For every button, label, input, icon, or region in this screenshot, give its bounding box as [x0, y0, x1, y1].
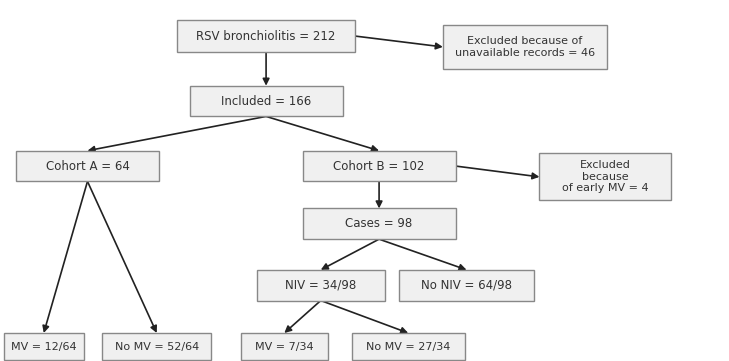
- Text: No MV = 27/34: No MV = 27/34: [366, 342, 451, 352]
- Text: Excluded because of
unavailable records = 46: Excluded because of unavailable records …: [455, 36, 595, 58]
- FancyBboxPatch shape: [399, 270, 534, 300]
- Text: No NIV = 64/98: No NIV = 64/98: [421, 279, 512, 292]
- FancyBboxPatch shape: [303, 208, 456, 239]
- Text: Cohort A = 64: Cohort A = 64: [45, 160, 130, 173]
- FancyBboxPatch shape: [351, 333, 465, 360]
- FancyBboxPatch shape: [4, 333, 84, 360]
- Text: Included = 166: Included = 166: [221, 95, 311, 108]
- Text: No MV = 52/64: No MV = 52/64: [114, 342, 199, 352]
- Text: MV = 12/64: MV = 12/64: [11, 342, 77, 352]
- FancyBboxPatch shape: [443, 25, 607, 69]
- Text: Cases = 98: Cases = 98: [346, 217, 413, 230]
- FancyBboxPatch shape: [241, 333, 328, 360]
- Text: Cohort B = 102: Cohort B = 102: [333, 160, 425, 173]
- Text: RSV bronchiolitis = 212: RSV bronchiolitis = 212: [196, 30, 336, 43]
- FancyBboxPatch shape: [16, 151, 159, 181]
- Text: NIV = 34/98: NIV = 34/98: [285, 279, 356, 292]
- FancyBboxPatch shape: [303, 151, 456, 181]
- Text: MV = 7/34: MV = 7/34: [255, 342, 313, 352]
- FancyBboxPatch shape: [257, 270, 385, 300]
- FancyBboxPatch shape: [176, 20, 355, 52]
- FancyBboxPatch shape: [102, 333, 211, 360]
- FancyBboxPatch shape: [190, 86, 343, 116]
- FancyBboxPatch shape: [539, 153, 671, 200]
- Text: Excluded
because
of early MV = 4: Excluded because of early MV = 4: [562, 160, 648, 193]
